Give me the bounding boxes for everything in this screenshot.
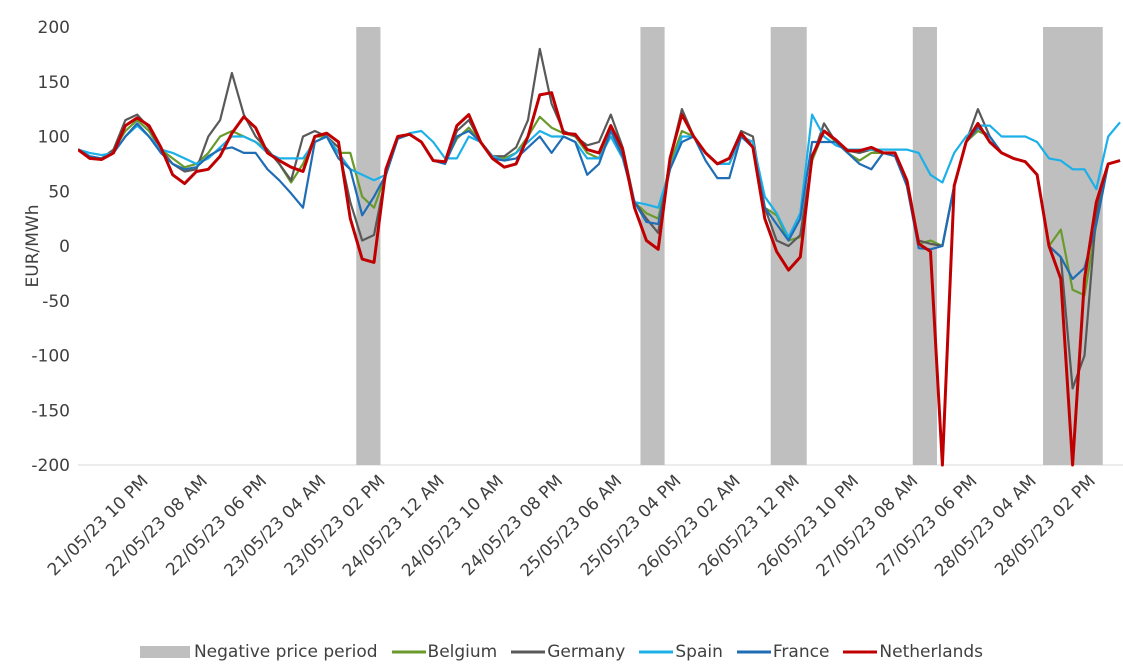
legend-item: Netherlands <box>843 642 983 662</box>
legend-item: Spain <box>639 642 723 662</box>
legend-label: Germany <box>547 642 626 662</box>
legend-item: Negative price period <box>139 642 378 662</box>
negative-band <box>1078 27 1091 465</box>
x-tick-label: 25/05/23 06 AM <box>517 471 627 581</box>
legend-swatch <box>736 650 771 654</box>
legend-item: France <box>736 642 830 662</box>
x-tick-label: 26/05/23 02 AM <box>635 471 745 581</box>
y-tick-label: -100 <box>31 347 70 367</box>
x-tick-label: 27/05/23 06 PM <box>873 471 982 580</box>
legend-label: Spain <box>675 642 723 662</box>
series-line <box>78 115 1121 297</box>
y-tick-label: 50 <box>48 182 70 202</box>
x-tick-label: 28/05/23 04 AM <box>931 471 1041 581</box>
legend: Negative price period Belgium Germany Spain… <box>0 642 1123 662</box>
negative-band <box>924 27 937 465</box>
series-line <box>78 113 1121 239</box>
y-tick-label: 100 <box>38 128 70 148</box>
x-tick-label: 27/05/23 08 AM <box>813 471 923 581</box>
y-tick-label: -200 <box>31 456 70 476</box>
series-line <box>78 91 1121 467</box>
negative-band <box>368 27 381 465</box>
series-line <box>78 47 1121 390</box>
x-tick-label: 22/05/23 06 PM <box>162 471 271 580</box>
legend-label: Belgium <box>427 642 498 662</box>
x-tick-label: 28/05/23 02 PM <box>991 471 1100 580</box>
y-axis-label: EUR/MWh <box>23 205 43 288</box>
x-tick-label: 26/05/23 10 PM <box>754 471 863 580</box>
negative-band <box>356 27 369 465</box>
y-tick-label: -150 <box>31 401 70 421</box>
legend-swatch <box>391 650 426 654</box>
x-tick-label: 25/05/23 04 PM <box>577 471 686 580</box>
negative-band <box>1090 27 1103 465</box>
plot <box>78 27 1121 467</box>
y-tick-label: -50 <box>42 292 70 312</box>
negative-band <box>1054 27 1068 465</box>
negative-band <box>770 27 784 465</box>
negative-band <box>640 27 653 465</box>
x-tick-label: 23/05/23 02 PM <box>281 471 390 580</box>
y-tick-label: 0 <box>59 237 70 257</box>
x-tick-label: 24/05/23 10 AM <box>398 471 508 581</box>
legend-item: Germany <box>511 642 625 662</box>
legend-swatch <box>639 650 674 654</box>
legend-marker <box>139 646 190 658</box>
legend-label: Netherlands <box>879 642 984 662</box>
legend-item: Belgium <box>391 642 498 662</box>
x-tick-label: 22/05/23 08 AM <box>102 471 212 581</box>
x-tick-label: 23/05/23 04 AM <box>221 471 331 581</box>
legend-swatch <box>843 650 878 654</box>
legend-swatch <box>139 646 190 658</box>
legend-label: France <box>772 642 830 662</box>
legend-label: Negative price period <box>193 642 378 662</box>
x-tick-label: 21/05/23 10 PM <box>44 471 153 580</box>
y-tick-label: 150 <box>38 73 70 93</box>
y-tick-label: 200 <box>38 18 70 38</box>
x-tick-label: 24/05/23 12 AM <box>339 471 449 581</box>
x-tick-label: 24/05/23 08 PM <box>458 471 567 580</box>
x-tick-label: 26/05/23 12 PM <box>695 471 804 580</box>
chart: EUR/MWh -200 -150 -100 -50 0 50 100 150 200 21/05… <box>23 18 1123 581</box>
series-line <box>78 122 1121 280</box>
legend-swatch <box>511 650 546 654</box>
